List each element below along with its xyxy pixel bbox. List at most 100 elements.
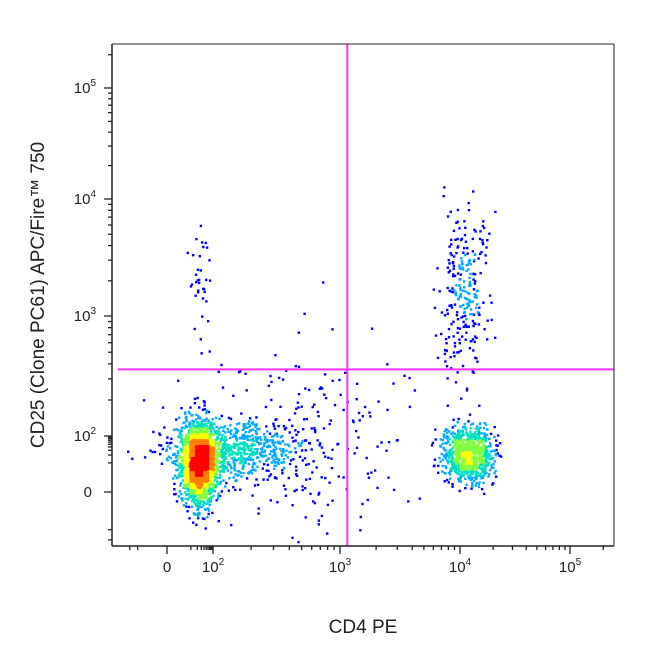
data-point bbox=[248, 435, 251, 438]
data-point bbox=[200, 465, 203, 468]
data-point bbox=[437, 464, 440, 468]
data-point bbox=[302, 428, 305, 431]
data-point bbox=[238, 451, 241, 454]
data-point bbox=[479, 452, 483, 455]
data-point bbox=[212, 483, 215, 486]
data-point bbox=[452, 351, 456, 354]
data-point bbox=[373, 469, 377, 472]
data-point bbox=[191, 434, 194, 437]
data-point bbox=[189, 425, 192, 428]
data-point bbox=[195, 470, 198, 473]
data-point bbox=[191, 433, 195, 436]
data-point bbox=[208, 449, 211, 452]
data-point bbox=[204, 497, 207, 500]
data-point bbox=[240, 460, 243, 463]
data-point bbox=[457, 459, 460, 462]
data-point bbox=[222, 429, 225, 432]
data-point bbox=[240, 447, 243, 451]
data-point bbox=[195, 429, 198, 432]
data-point bbox=[295, 433, 298, 436]
data-point bbox=[234, 473, 237, 476]
data-point bbox=[194, 494, 197, 497]
data-point bbox=[461, 262, 464, 266]
data-point bbox=[448, 456, 451, 460]
data-point bbox=[489, 450, 493, 453]
data-point bbox=[481, 455, 484, 459]
data-point bbox=[433, 306, 437, 310]
data-point bbox=[228, 430, 232, 433]
data-point bbox=[191, 414, 194, 417]
data-point bbox=[224, 457, 227, 460]
data-point bbox=[244, 426, 247, 429]
data-point bbox=[465, 387, 469, 390]
data-point bbox=[203, 488, 206, 492]
data-point bbox=[179, 454, 182, 458]
data-point bbox=[211, 468, 214, 472]
data-point bbox=[191, 254, 195, 257]
data-point bbox=[190, 505, 194, 508]
data-point bbox=[331, 499, 334, 502]
data-point bbox=[474, 453, 477, 456]
data-point bbox=[191, 479, 194, 482]
data-point bbox=[453, 345, 457, 348]
data-point bbox=[466, 246, 469, 250]
data-point bbox=[214, 470, 218, 473]
data-point bbox=[473, 476, 476, 479]
data-point bbox=[246, 438, 249, 441]
data-point bbox=[469, 437, 472, 440]
data-point bbox=[252, 423, 255, 426]
data-point bbox=[209, 476, 212, 479]
data-point bbox=[297, 331, 300, 334]
data-point bbox=[458, 468, 461, 472]
data-point bbox=[191, 436, 195, 439]
data-point bbox=[206, 320, 210, 323]
data-point bbox=[187, 437, 190, 441]
data-point bbox=[475, 336, 478, 340]
data-point bbox=[282, 461, 286, 464]
data-point bbox=[281, 434, 284, 438]
data-point bbox=[448, 304, 451, 307]
data-point bbox=[211, 418, 214, 421]
data-point bbox=[182, 504, 186, 507]
data-point bbox=[453, 432, 456, 435]
data-point bbox=[195, 502, 198, 505]
data-point bbox=[267, 457, 271, 460]
data-point bbox=[222, 426, 225, 429]
data-point bbox=[178, 490, 182, 493]
data-point bbox=[201, 315, 204, 318]
data-point bbox=[464, 226, 467, 229]
data-point bbox=[463, 233, 467, 237]
data-point bbox=[464, 314, 467, 318]
data-point bbox=[191, 446, 195, 449]
data-point bbox=[471, 481, 474, 485]
data-point bbox=[467, 325, 470, 328]
data-point bbox=[183, 461, 186, 464]
data-point bbox=[173, 462, 177, 466]
data-point bbox=[464, 325, 468, 328]
y-tick-label: 0 bbox=[84, 484, 92, 501]
data-point bbox=[212, 459, 215, 462]
data-point bbox=[303, 457, 307, 460]
data-point bbox=[210, 480, 214, 483]
data-point bbox=[216, 436, 219, 439]
data-point bbox=[195, 474, 198, 477]
data-point bbox=[255, 440, 259, 443]
data-point bbox=[195, 523, 198, 526]
data-point bbox=[297, 406, 300, 409]
data-point bbox=[485, 460, 488, 463]
data-point bbox=[482, 444, 485, 447]
data-point bbox=[481, 241, 484, 245]
data-point bbox=[355, 429, 358, 433]
data-point bbox=[215, 458, 218, 462]
data-point bbox=[247, 472, 250, 475]
data-point bbox=[493, 449, 497, 453]
data-point bbox=[472, 433, 476, 436]
data-point bbox=[447, 258, 450, 262]
data-point bbox=[292, 440, 295, 443]
data-point bbox=[456, 237, 459, 241]
data-point bbox=[239, 488, 242, 491]
data-point bbox=[366, 498, 369, 502]
data-point bbox=[458, 457, 461, 460]
data-point bbox=[172, 477, 175, 480]
data-point bbox=[448, 454, 452, 457]
